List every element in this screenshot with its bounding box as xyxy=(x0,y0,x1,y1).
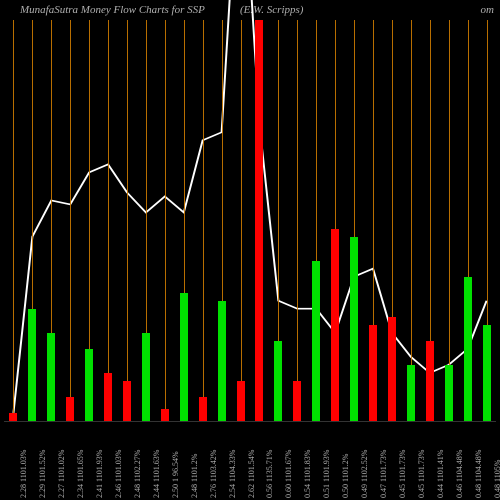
x-axis-label: 2.41 1101.93% xyxy=(95,450,104,498)
x-axis-label: 2.76 1103.42% xyxy=(209,450,218,498)
grid-line xyxy=(108,20,109,421)
x-axis-label: 2.27 1101.02% xyxy=(57,450,66,498)
price-line xyxy=(4,20,496,421)
x-axis-label: 0.48 1105% xyxy=(493,460,500,498)
grid-line xyxy=(297,20,298,421)
x-axis-label: 0.45 1101.73% xyxy=(398,450,407,498)
grid-line xyxy=(241,20,242,421)
volume-bar xyxy=(47,333,55,421)
x-axis-label: 2.29 1101.52% xyxy=(38,450,47,498)
x-axis-label: 2.44 1101.63% xyxy=(152,450,161,498)
volume-bar xyxy=(104,373,112,421)
volume-bar xyxy=(331,229,339,421)
volume-bar xyxy=(350,237,358,421)
x-axis-label: 0.44 1101.41% xyxy=(436,450,445,498)
grid-line xyxy=(13,20,14,421)
grid-line xyxy=(165,20,166,421)
x-axis-label: 0.51 1101.93% xyxy=(322,450,331,498)
x-axis-labels: 2.28 1101.03% 2.29 1101.52% 2.27 1101.02% 2… xyxy=(4,424,496,500)
volume-bar xyxy=(255,20,263,421)
volume-bar xyxy=(123,381,131,421)
volume-bar xyxy=(161,409,169,421)
grid-line xyxy=(203,20,204,421)
volume-bar xyxy=(237,381,245,421)
volume-bar xyxy=(218,301,226,421)
x-axis-label: 2.54 1104.33% xyxy=(228,450,237,498)
chart-plot-area xyxy=(4,20,496,422)
volume-bar xyxy=(464,277,472,421)
volume-bar xyxy=(407,365,415,421)
x-axis-label: 0.46 1104.48% xyxy=(455,450,464,498)
grid-line xyxy=(127,20,128,421)
grid-line xyxy=(70,20,71,421)
x-axis-label: 0.47 1101.73% xyxy=(379,450,388,498)
grid-line xyxy=(411,20,412,421)
x-axis-label: 0.50 1101.2% xyxy=(341,454,350,498)
volume-bar xyxy=(28,309,36,421)
x-axis-label: 0.48 1104.48% xyxy=(474,450,483,498)
volume-bar xyxy=(9,413,17,421)
x-axis-label: 2.48 1102.27% xyxy=(133,450,142,498)
volume-bar xyxy=(369,325,377,421)
chart-title-right: om xyxy=(0,4,494,16)
x-axis-label: 0.45 1101.73% xyxy=(417,450,426,498)
volume-bar xyxy=(274,341,282,421)
x-axis-label: 0.49 1102.52% xyxy=(360,450,369,498)
volume-bar xyxy=(483,325,491,421)
volume-bar xyxy=(312,261,320,421)
x-axis-label: 2.46 1101.03% xyxy=(114,450,123,498)
x-axis-label: 0.54 1101.83% xyxy=(303,450,312,498)
volume-bar xyxy=(85,349,93,421)
x-axis-label: 2.62 1101.54% xyxy=(247,450,256,498)
volume-bar xyxy=(66,397,74,421)
volume-bar xyxy=(445,365,453,421)
volume-bar xyxy=(388,317,396,421)
volume-bar xyxy=(142,333,150,421)
volume-bar xyxy=(199,397,207,421)
volume-bar xyxy=(426,341,434,421)
x-axis-label: 2.48 1101.2% xyxy=(190,454,199,498)
x-axis-label: 2.50 1 96.54% xyxy=(171,451,180,498)
volume-bar xyxy=(180,293,188,421)
x-axis-label: 2.28 1101.03% xyxy=(19,450,28,498)
x-axis-label: 0.60 1101.67% xyxy=(284,450,293,498)
grid-line xyxy=(449,20,450,421)
x-axis-label: 2.34 1101.65% xyxy=(76,450,85,498)
volume-bar xyxy=(293,381,301,421)
x-axis-label: 0.56 1135.71% xyxy=(265,450,274,498)
